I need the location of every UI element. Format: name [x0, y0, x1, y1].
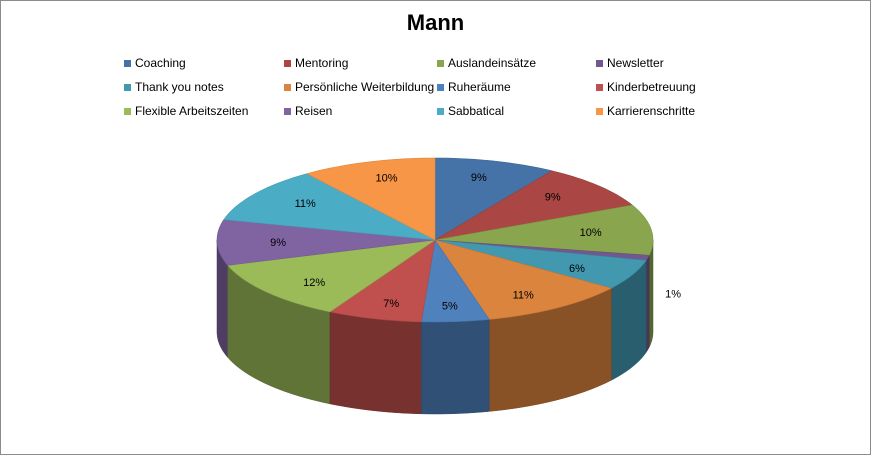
pie-slice-8: [227, 239, 436, 313]
legend-swatch: [284, 83, 291, 91]
legend-label: Ruheräume: [448, 80, 511, 94]
legend-label: Thank you notes: [135, 80, 224, 94]
pie-side-6: [421, 319, 490, 415]
slice-label: 6%: [569, 263, 585, 275]
legend-item: Flexible Arbeitszeiten: [124, 103, 248, 119]
slice-label: 9%: [545, 192, 561, 204]
slice-label: 10%: [580, 227, 602, 239]
legend-item: Reisen: [284, 103, 332, 119]
legend-label: Newsletter: [607, 56, 664, 70]
legend-label: Flexible Arbeitszeiten: [135, 104, 249, 118]
pie-slice-6: [420, 239, 490, 323]
legend-swatch: [124, 59, 131, 67]
legend-item: Karrierenschritte: [596, 103, 695, 119]
chart-title: Mann: [406, 10, 465, 35]
legend-item: Ruheräume: [437, 79, 511, 95]
legend-item: Coaching: [124, 55, 186, 71]
legend-label: Mentoring: [295, 56, 349, 70]
pie-slice-11: [306, 157, 436, 241]
legend-swatch: [596, 107, 603, 115]
pie-slice-4: [434, 239, 647, 289]
legend-label: Auslandeinsätze: [448, 56, 537, 70]
pie-slice-1: [434, 170, 633, 241]
slice-label: 11%: [513, 289, 534, 301]
slice-label: 9%: [270, 237, 286, 249]
legend-label: Coaching: [135, 56, 186, 70]
slice-label: 10%: [375, 173, 397, 185]
legend-item: Newsletter: [596, 55, 664, 71]
legend-swatch: [284, 59, 291, 67]
pie-slice-5: [434, 239, 613, 320]
slice-label: 1%: [665, 289, 681, 301]
pie-slice-10: [223, 173, 436, 241]
legend-item: Mentoring: [284, 55, 348, 71]
legend-item: Kinderbetreuung: [596, 79, 696, 95]
legend-swatch: [284, 107, 291, 115]
pie-slice-7: [329, 239, 436, 323]
pie-top-group: [216, 157, 654, 323]
pie-slice-9: [216, 219, 436, 266]
legend-item: Thank you notes: [124, 79, 224, 95]
legend: Coaching Mentoring Auslandeinsätze Newslett…: [124, 55, 744, 127]
legend-item: Persönliche Weiterbildung: [284, 79, 434, 95]
pie-label-group: 9% 9% 10% 1% 6% 11% 5% 7% 12% 9% 11% 10%: [270, 172, 681, 312]
legend-label: Karrierenschritte: [607, 104, 696, 118]
legend-swatch: [437, 107, 444, 115]
pie-side-2: [648, 240, 654, 348]
slice-label: 7%: [383, 298, 399, 310]
pie-side-7: [329, 311, 422, 415]
legend-swatch: [124, 83, 131, 91]
legend-swatch: [596, 83, 603, 91]
pie-slice-2: [434, 204, 654, 256]
slice-label: 5%: [442, 300, 458, 312]
legend-label: Reisen: [295, 104, 333, 118]
pie-slice-0: [434, 157, 553, 241]
legend-label: Kinderbetreuung: [607, 80, 696, 94]
legend-item: Auslandeinsätze: [437, 55, 536, 71]
slice-label: 12%: [303, 277, 325, 289]
legend-swatch: [596, 59, 603, 67]
slice-label: 9%: [471, 172, 487, 184]
legend-label: Persönliche Weiterbildung: [295, 80, 435, 94]
pie-side-group: [216, 239, 654, 415]
slice-label: 11%: [295, 198, 316, 210]
legend-swatch: [124, 107, 131, 115]
legend-swatch: [437, 59, 444, 67]
legend-label: Sabbatical: [448, 104, 505, 118]
legend-swatch: [437, 83, 444, 91]
pie-side-3: [645, 254, 650, 354]
legend-item: Sabbatical: [437, 103, 504, 119]
